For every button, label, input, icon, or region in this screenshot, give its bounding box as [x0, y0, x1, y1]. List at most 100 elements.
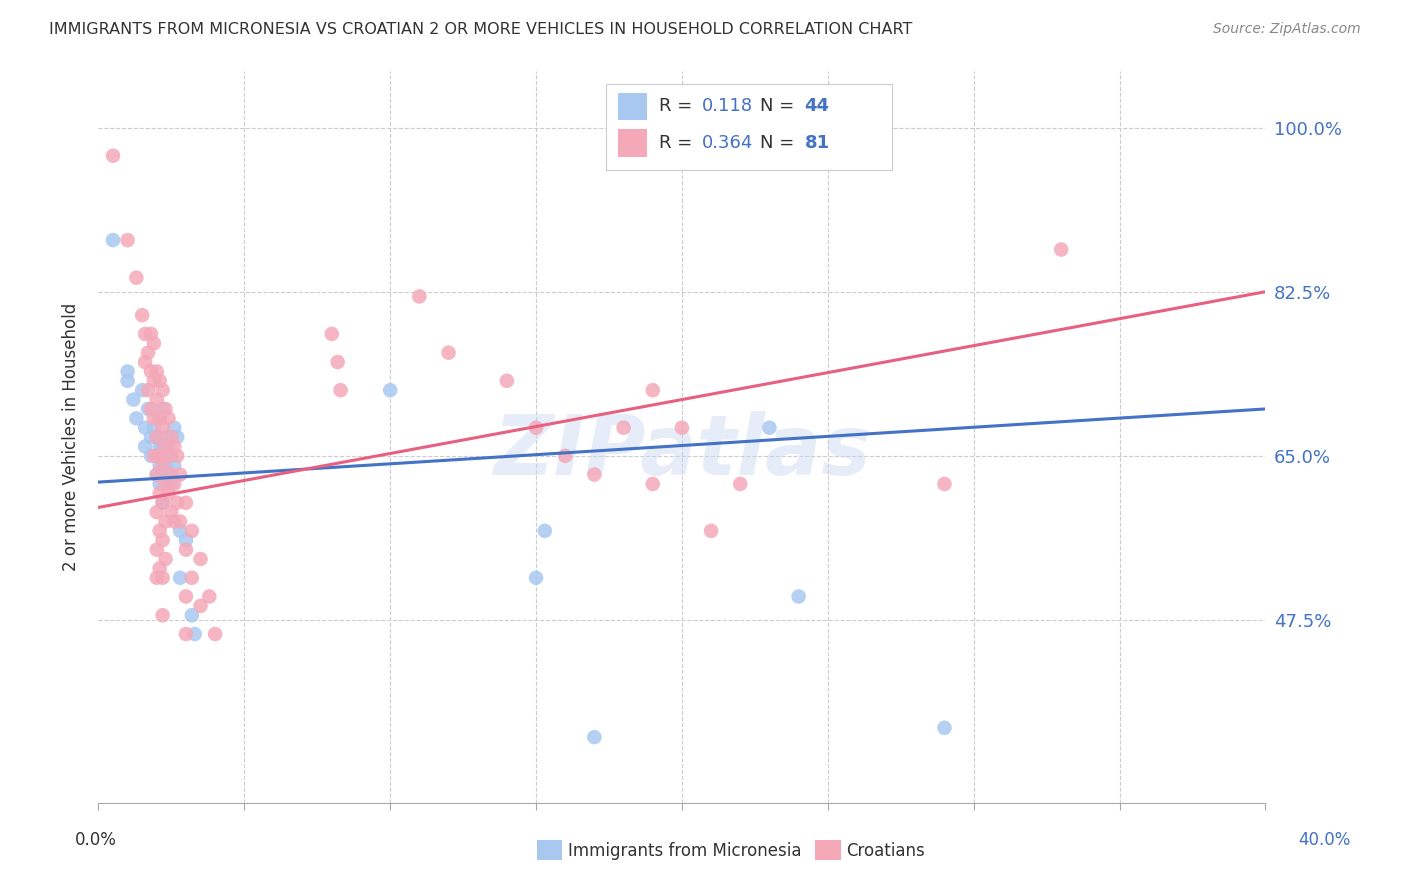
Point [934, 477, 956, 491]
Text: 40.0%: 40.0% [1298, 831, 1351, 849]
Text: Croatians: Croatians [846, 842, 925, 860]
Point [157, 440, 180, 454]
Point [157, 449, 180, 463]
Point [142, 374, 165, 388]
Point [155, 458, 177, 473]
Point [163, 458, 186, 473]
Point [146, 364, 169, 378]
Point [190, 599, 212, 613]
Point [149, 524, 172, 538]
Point [326, 355, 349, 369]
Point [136, 383, 159, 397]
Point [152, 571, 174, 585]
Point [155, 430, 177, 444]
Point [152, 608, 174, 623]
Point [155, 401, 177, 416]
Point [612, 420, 634, 434]
Point [134, 355, 156, 369]
Point [134, 326, 156, 341]
Point [157, 486, 180, 500]
Point [146, 571, 169, 585]
Text: 0.364: 0.364 [702, 134, 754, 152]
Point [157, 467, 180, 482]
Point [146, 467, 169, 482]
Point [190, 552, 212, 566]
Point [149, 458, 172, 473]
Point [163, 440, 186, 454]
Point [136, 345, 159, 359]
Point [533, 524, 555, 538]
Point [174, 533, 197, 548]
Point [155, 515, 177, 529]
Point [554, 449, 576, 463]
Text: R =: R = [658, 134, 697, 152]
Point [155, 477, 177, 491]
Point [163, 420, 186, 434]
Point [524, 571, 547, 585]
Point [146, 392, 169, 407]
Point [758, 420, 780, 434]
Point [204, 627, 226, 641]
Point [155, 552, 177, 566]
Point [146, 430, 169, 444]
Point [152, 496, 174, 510]
Point [408, 289, 430, 303]
Point [152, 440, 174, 454]
Text: 0.118: 0.118 [702, 97, 752, 115]
Point [142, 449, 165, 463]
Point [166, 449, 188, 463]
Point [380, 383, 402, 397]
Point [1050, 243, 1073, 257]
Point [157, 411, 180, 425]
Point [183, 627, 205, 641]
Point [160, 505, 183, 519]
Text: Source: ZipAtlas.com: Source: ZipAtlas.com [1213, 22, 1361, 37]
Text: 81: 81 [804, 134, 830, 152]
Point [101, 233, 124, 247]
Point [152, 401, 174, 416]
Point [149, 440, 172, 454]
Point [152, 496, 174, 510]
Text: 44: 44 [804, 97, 830, 115]
Point [125, 411, 148, 425]
Y-axis label: 2 or more Vehicles in Household: 2 or more Vehicles in Household [62, 303, 80, 571]
Point [163, 477, 186, 491]
Point [101, 149, 124, 163]
Point [139, 401, 162, 416]
Point [139, 326, 162, 341]
Point [496, 374, 519, 388]
Point [321, 326, 343, 341]
Point [142, 411, 165, 425]
Point [146, 449, 169, 463]
Point [149, 374, 172, 388]
Text: ZIPatlas: ZIPatlas [494, 411, 870, 492]
Point [700, 524, 723, 538]
Text: Immigrants from Micronesia: Immigrants from Micronesia [568, 842, 801, 860]
Point [117, 364, 139, 378]
Point [437, 345, 460, 359]
Point [174, 590, 197, 604]
Point [160, 449, 183, 463]
Point [152, 467, 174, 482]
Point [152, 458, 174, 473]
Point [152, 420, 174, 434]
Point [134, 420, 156, 434]
Point [146, 467, 169, 482]
Text: IMMIGRANTS FROM MICRONESIA VS CROATIAN 2 OR MORE VEHICLES IN HOUSEHOLD CORRELATI: IMMIGRANTS FROM MICRONESIA VS CROATIAN 2… [49, 22, 912, 37]
Point [934, 721, 956, 735]
Point [174, 627, 197, 641]
Point [180, 524, 202, 538]
Point [174, 496, 197, 510]
Point [131, 308, 153, 322]
Point [134, 440, 156, 454]
Point [136, 401, 159, 416]
Point [671, 420, 693, 434]
Point [149, 486, 172, 500]
Point [730, 477, 752, 491]
Point [329, 383, 352, 397]
Point [117, 233, 139, 247]
Point [180, 608, 202, 623]
Point [583, 730, 606, 744]
Point [149, 411, 172, 425]
Point [169, 571, 191, 585]
